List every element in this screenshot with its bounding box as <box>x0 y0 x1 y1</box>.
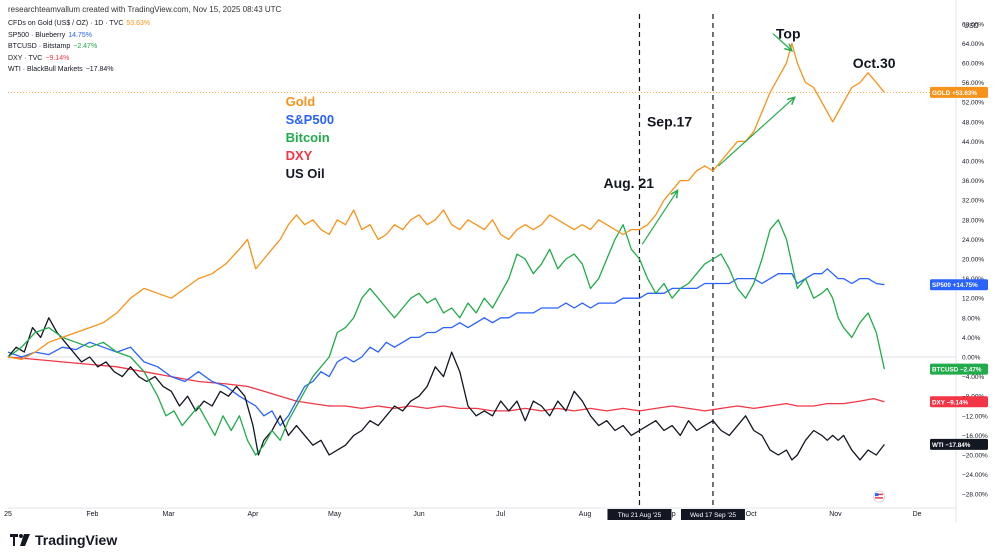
annotation-label: Sep.17 <box>647 114 692 130</box>
y-tick-label: 40.00% <box>962 159 984 166</box>
series-badge-label: WTI −17.84% <box>932 442 971 449</box>
annotation-label: Top <box>776 26 801 42</box>
x-tick-label: Apr <box>248 511 260 518</box>
y-tick-label: 20.00% <box>962 257 984 264</box>
legend-change: −9.14% <box>45 54 70 62</box>
inline-legend-label: S&P500 <box>286 112 334 127</box>
legend-row-btcusd[interactable]: BTCUSD · Bitstamp −2.47% <box>8 41 150 53</box>
legend-row-gold[interactable]: CFDs on Gold (US$ / OZ) · 1D · TVC 53.63% <box>8 18 150 30</box>
y-tick-label: 32.00% <box>962 198 984 205</box>
y-tick-label: −20.00% <box>962 453 988 460</box>
legend-name: BTCUSD · Bitstamp <box>8 43 71 50</box>
x-tick-label: May <box>328 511 342 518</box>
annotation-label: Aug. 21 <box>603 175 654 191</box>
series-badge <box>930 279 988 291</box>
y-tick-label: 24.00% <box>962 237 984 244</box>
series-badge-label: DXY −9.14% <box>932 399 969 406</box>
us-flag-stripe <box>875 497 884 499</box>
series-badge <box>930 396 988 408</box>
chart-legend: CFDs on Gold (US$ / OZ) · 1D · TVC 53.63%… <box>8 18 150 76</box>
trend-arrow <box>718 97 794 167</box>
series-line-sp500 <box>7 268 885 427</box>
y-tick-label: 12.00% <box>962 296 984 303</box>
y-tick-label: 68.00% <box>962 21 984 28</box>
series-badge <box>930 86 988 98</box>
inline-legend-label: Gold <box>286 94 316 109</box>
series-badge-label: GOLD +53.63% <box>932 90 977 97</box>
y-axis-title: USD <box>964 23 979 30</box>
date-marker-label: Wed 17 Sep '25 <box>690 512 736 519</box>
x-tick-label: Jul <box>496 511 505 518</box>
brand-name: TradingView <box>35 532 118 548</box>
legend-name: SP500 · Blueberry <box>8 31 66 39</box>
legend-change: −17.84% <box>85 66 114 73</box>
y-tick-label: −24.00% <box>962 472 988 479</box>
y-tick-label: 48.00% <box>962 119 984 126</box>
y-tick-label: 56.00% <box>962 80 984 87</box>
trend-arrow <box>772 33 792 51</box>
y-tick-label: 60.00% <box>962 61 984 68</box>
annotation-label: Oct.30 <box>853 55 896 71</box>
x-tick-label: Aug <box>579 511 592 518</box>
inline-legend-label: DXY <box>286 148 313 163</box>
chart-credit: researchteamvallum created with TradingV… <box>8 5 282 14</box>
y-tick-label: 52.00% <box>962 100 984 107</box>
us-flag-stripe <box>875 493 884 496</box>
y-tick-label: 4.00% <box>962 335 981 342</box>
x-tick-label: Mar <box>163 511 176 518</box>
x-tick-label: Oct <box>746 511 757 518</box>
x-tick-label: Jun <box>413 511 424 518</box>
legend-change: −2.47% <box>73 43 98 50</box>
series-line-dxy <box>7 356 885 412</box>
legend-name: DXY · TVC <box>8 54 43 62</box>
y-tick-label: 44.00% <box>962 139 984 146</box>
inline-legend-label: Bitcoin <box>286 130 330 145</box>
y-tick-label: 36.00% <box>962 178 984 185</box>
series-badge-label: BTCUSD −2.47% <box>932 367 982 374</box>
legend-name: CFDs on Gold (US$ / OZ) · 1D · TVC <box>8 20 124 27</box>
legend-row-sp500[interactable]: SP500 · Blueberry 14.75% <box>8 30 150 42</box>
legend-row-wti[interactable]: WTI · BlackBull Markets −17.84% <box>8 64 150 76</box>
y-tick-label: 28.00% <box>962 217 984 224</box>
date-marker-badge <box>607 509 672 520</box>
y-tick-label: 8.00% <box>962 315 981 322</box>
inline-legend-label: US Oil <box>286 166 325 181</box>
legend-row-dxy[interactable]: DXY · TVC −9.14% <box>8 53 150 65</box>
legend-name: WTI · BlackBull Markets <box>8 66 83 73</box>
y-tick-label: −16.00% <box>962 433 988 440</box>
series-badge <box>930 363 988 375</box>
legend-change: 53.63% <box>126 20 151 27</box>
y-tick-label: −28.00% <box>962 492 988 499</box>
trend-arrow <box>641 190 677 245</box>
x-tick-label: 25 <box>4 511 12 518</box>
date-marker-label: Thu 21 Aug '25 <box>618 512 662 519</box>
y-tick-label: 0.00% <box>962 355 981 362</box>
series-line-gold <box>7 42 885 361</box>
x-tick-label: De <box>913 511 922 518</box>
series-line-wti <box>7 317 885 461</box>
tradingview-logo[interactable]: TradingView <box>10 532 117 548</box>
date-marker-badge <box>680 509 745 520</box>
series-line-btcusd <box>7 219 886 456</box>
x-tick-label: Feb <box>86 511 98 518</box>
us-flag-icon <box>873 490 885 503</box>
tradingview-mark-icon <box>10 534 30 546</box>
y-tick-label: 64.00% <box>962 41 984 48</box>
series-badge-label: SP500 +14.75% <box>932 282 978 289</box>
us-flag-canton <box>875 493 879 497</box>
x-tick-label: Nov <box>829 511 842 518</box>
y-tick-label: −12.00% <box>962 413 988 420</box>
y-tick-label: −4.00% <box>962 374 984 381</box>
legend-change: 14.75% <box>68 31 92 39</box>
series-badge <box>930 438 988 450</box>
